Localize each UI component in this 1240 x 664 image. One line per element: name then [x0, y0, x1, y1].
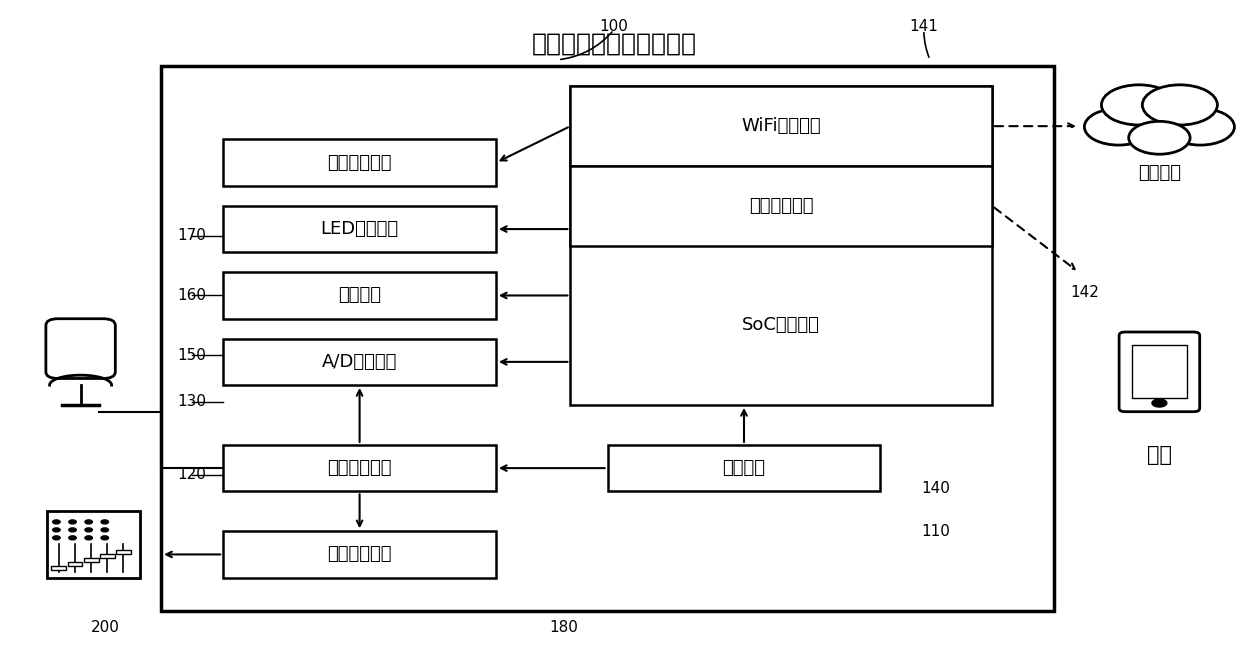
Circle shape: [1167, 109, 1235, 145]
Circle shape: [84, 536, 92, 540]
Circle shape: [68, 520, 76, 524]
Circle shape: [52, 536, 60, 540]
Circle shape: [100, 520, 109, 524]
Text: 170: 170: [177, 228, 207, 243]
Text: 140: 140: [921, 481, 951, 495]
Text: 141: 141: [909, 19, 939, 34]
Circle shape: [1142, 85, 1218, 125]
FancyBboxPatch shape: [67, 562, 82, 566]
FancyBboxPatch shape: [46, 319, 115, 378]
FancyBboxPatch shape: [117, 550, 131, 554]
Text: 按键模块: 按键模块: [339, 286, 381, 305]
Text: 100: 100: [599, 19, 629, 34]
Text: 手机: 手机: [1147, 445, 1172, 465]
Circle shape: [1101, 85, 1177, 125]
FancyBboxPatch shape: [47, 511, 139, 578]
FancyBboxPatch shape: [223, 531, 496, 578]
FancyBboxPatch shape: [223, 139, 496, 186]
FancyBboxPatch shape: [83, 558, 98, 562]
Text: 200: 200: [91, 620, 120, 635]
Text: 120: 120: [177, 467, 207, 482]
FancyBboxPatch shape: [99, 554, 114, 558]
FancyBboxPatch shape: [570, 166, 992, 246]
Text: 音频通过模块: 音频通过模块: [327, 545, 392, 564]
FancyBboxPatch shape: [1120, 332, 1200, 412]
Circle shape: [1128, 122, 1190, 154]
FancyBboxPatch shape: [1131, 345, 1188, 398]
Circle shape: [84, 520, 92, 524]
Text: A/D转换模块: A/D转换模块: [322, 353, 397, 371]
Text: 130: 130: [177, 394, 207, 409]
FancyBboxPatch shape: [161, 66, 1054, 611]
Circle shape: [68, 536, 76, 540]
FancyBboxPatch shape: [223, 206, 496, 252]
Circle shape: [52, 528, 60, 532]
FancyBboxPatch shape: [223, 445, 496, 491]
Circle shape: [1111, 94, 1208, 145]
Text: 142: 142: [1070, 285, 1100, 299]
Text: WiFi通讯模块: WiFi通讯模块: [742, 117, 821, 135]
Circle shape: [1084, 109, 1153, 145]
Circle shape: [84, 528, 92, 532]
FancyBboxPatch shape: [570, 86, 992, 166]
Text: 180: 180: [549, 620, 579, 635]
Text: 蓝牙通讯模块: 蓝牙通讯模块: [749, 197, 813, 215]
Text: 110: 110: [921, 524, 951, 539]
Text: SoC核心模块: SoC核心模块: [743, 316, 820, 335]
Text: 150: 150: [177, 348, 207, 363]
Circle shape: [100, 528, 109, 532]
Text: 音频输入模块: 音频输入模块: [327, 459, 392, 477]
Text: 云服务器: 云服务器: [1138, 163, 1180, 182]
Text: 160: 160: [177, 288, 207, 303]
Circle shape: [52, 520, 60, 524]
Text: LED指示模块: LED指示模块: [320, 220, 399, 238]
Text: 数字存储模块: 数字存储模块: [327, 153, 392, 172]
Circle shape: [100, 536, 109, 540]
FancyBboxPatch shape: [608, 445, 880, 491]
FancyBboxPatch shape: [223, 339, 496, 385]
FancyBboxPatch shape: [223, 272, 496, 319]
Text: 多机无线同步分轨录音机: 多机无线同步分轨录音机: [531, 31, 697, 55]
FancyBboxPatch shape: [570, 86, 992, 405]
Circle shape: [1152, 399, 1167, 407]
Text: 电源模块: 电源模块: [723, 459, 765, 477]
FancyBboxPatch shape: [52, 566, 67, 570]
Circle shape: [68, 528, 76, 532]
